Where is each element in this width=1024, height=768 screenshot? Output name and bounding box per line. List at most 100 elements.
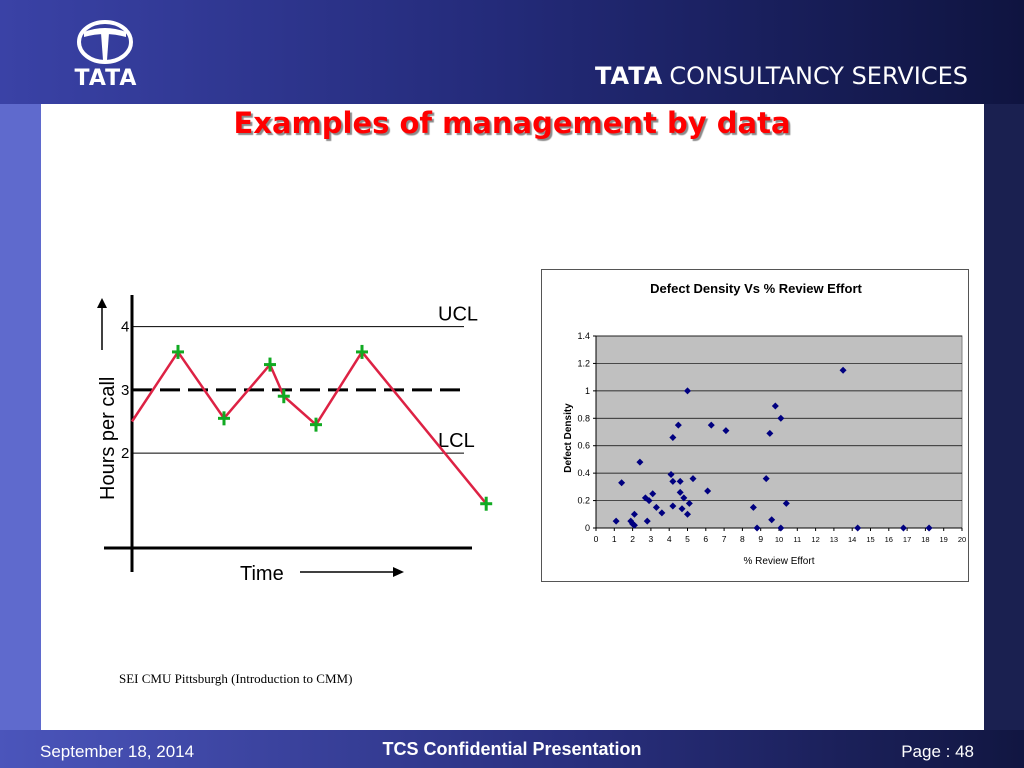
company-name-rest: CONSULTANCY SERVICES (669, 62, 968, 90)
scatter-point (704, 487, 712, 495)
scatter-ytick-label: 0 (585, 523, 590, 533)
scatter-xtick-label: 9 (758, 534, 763, 544)
tata-logo-icon (77, 20, 133, 64)
scatter-xtick-label: 11 (793, 535, 801, 544)
scatter-point (641, 494, 649, 502)
control-chart-point (277, 389, 290, 404)
lcl-label: LCL (438, 430, 475, 452)
footer-date: September 18, 2014 (40, 742, 195, 761)
scatter-point (658, 509, 666, 517)
left-border (0, 104, 41, 730)
scatter-xtick-label: 2 (630, 534, 635, 544)
scatter-xtick-label: 6 (703, 534, 708, 544)
scatter-point (749, 503, 757, 511)
scatter-xtick-label: 5 (685, 534, 690, 544)
scatter-chart: Defect Density Vs % Review Effort % Revi… (563, 281, 966, 567)
scatter-point (854, 524, 862, 532)
slide-footer (0, 730, 1024, 768)
scatter-xtick-label: 0 (594, 534, 599, 544)
scatter-xtick-label: 19 (940, 535, 948, 544)
scatter-point (782, 499, 790, 507)
scatter-point (777, 414, 785, 422)
scatter-point (676, 488, 684, 496)
company-name: TATA CONSULTANCY SERVICES (595, 62, 968, 90)
scatter-point (771, 402, 779, 410)
scatter-title: Defect Density Vs % Review Effort (650, 281, 862, 296)
slide-header (0, 0, 1024, 104)
control-chart-point (218, 411, 230, 426)
tata-logo-word: TATA (74, 66, 138, 91)
scatter-chart-frame: Defect Density Vs % Review Effort % Revi… (541, 269, 969, 582)
scatter-ytick-label: 1.4 (577, 331, 590, 341)
scatter-xtick-label: 8 (740, 534, 745, 544)
scatter-point (722, 427, 730, 435)
scatter-point (676, 477, 684, 485)
scatter-plot-area (595, 335, 963, 529)
scatter-ylabel: Defect Density (563, 403, 574, 473)
scatter-xtick-label: 12 (811, 535, 819, 544)
scatter-point (643, 517, 651, 525)
control-chart-point (264, 357, 276, 372)
scatter-point (707, 421, 715, 429)
control-chart-xlabel: Time (240, 563, 284, 585)
control-chart-y-arrowhead (97, 298, 107, 308)
scatter-point (684, 510, 691, 518)
control-chart-series-line (130, 349, 488, 505)
scatter-point (762, 475, 770, 483)
control-chart-point (356, 344, 368, 359)
right-border (984, 104, 1024, 730)
scatter-xtick-label: 14 (848, 535, 856, 544)
scatter-point (680, 494, 688, 502)
scatter-point (685, 499, 693, 507)
scatter-point (649, 490, 657, 498)
scatter-xtick-label: 15 (866, 535, 874, 544)
scatter-point (630, 510, 638, 518)
scatter-xtick-label: 3 (649, 534, 654, 544)
source-caption: SEI CMU Pittsburgh (Introduction to CMM) (119, 671, 353, 686)
scatter-xtick-label: 20 (958, 535, 966, 544)
scatter-xtick-label: 18 (921, 535, 929, 544)
scatter-xtick-label: 17 (903, 535, 911, 544)
scatter-xtick-label: 7 (722, 534, 727, 544)
scatter-point (669, 433, 677, 441)
control-chart-point (310, 417, 322, 432)
scatter-point (630, 521, 638, 529)
footer-page-number: Page : 48 (901, 742, 974, 761)
scatter-point (839, 366, 847, 374)
scatter-point (618, 479, 626, 487)
scatter-ytick-label: 1.2 (577, 358, 590, 368)
scatter-point (669, 502, 677, 510)
control-chart-point (480, 496, 493, 511)
scatter-point (768, 516, 776, 524)
ucl-label: UCL (438, 304, 478, 326)
scatter-xtick-label: 1 (612, 534, 617, 544)
scatter-point (899, 524, 907, 532)
scatter-ytick-label: 1 (585, 386, 590, 396)
scatter-ytick-label: 0.8 (577, 413, 590, 423)
scatter-point (612, 517, 620, 525)
company-name-bold: TATA (595, 62, 664, 90)
scatter-ytick-label: 0.2 (577, 496, 590, 506)
scatter-point (684, 387, 691, 395)
scatter-point (674, 421, 682, 429)
slide-title: Examples of management by data (233, 106, 791, 140)
control-chart-ytick-label: 2 (121, 445, 129, 462)
control-chart-ytick-label: 4 (121, 319, 129, 336)
scatter-point (678, 505, 686, 513)
control-chart: Hours per call Time UCL LCL 4 3 2 (97, 295, 493, 585)
scatter-xtick-label: 10 (775, 535, 783, 544)
scatter-xtick-label: 4 (667, 534, 672, 544)
scatter-xtick-label: 16 (885, 535, 893, 544)
scatter-point (753, 524, 761, 532)
scatter-point (636, 458, 644, 466)
scatter-point (766, 429, 774, 437)
scatter-point (652, 503, 660, 511)
scatter-point (777, 524, 785, 532)
control-chart-x-arrowhead (393, 567, 404, 577)
scatter-point (667, 471, 675, 479)
scatter-ytick-label: 0.4 (577, 468, 590, 478)
scatter-xlabel: % Review Effort (744, 556, 815, 567)
scatter-point (925, 524, 933, 532)
scatter-ytick-label: 0.6 (577, 441, 590, 451)
control-chart-ylabel: Hours per call (97, 377, 119, 500)
